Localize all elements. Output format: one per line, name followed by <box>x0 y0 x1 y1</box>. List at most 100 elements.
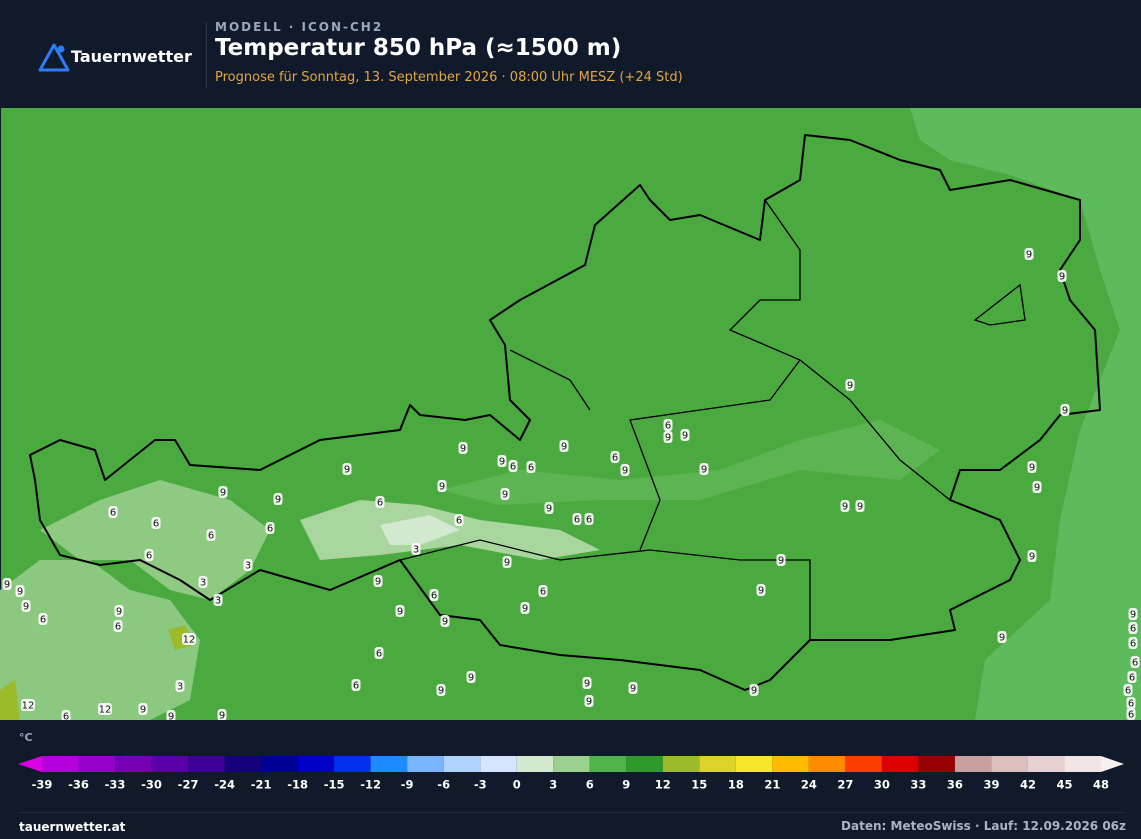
contour-label-bg <box>342 463 352 475</box>
contour-label: 6 <box>1129 673 1135 684</box>
contour-label: 6 <box>1128 710 1134 721</box>
contour-label: 9 <box>857 502 863 513</box>
colorbar-box <box>516 756 554 772</box>
contour-label-bg <box>855 500 865 512</box>
colorbar-tick-label: 27 <box>837 778 853 792</box>
colorbar-box <box>699 756 736 772</box>
contour-label-bg <box>840 500 850 512</box>
colorbar-box <box>151 756 189 772</box>
contour-label: 6 <box>1130 639 1136 650</box>
contour-label-bg <box>1060 404 1070 416</box>
contour-label-bg <box>21 699 35 711</box>
contour-label: 9 <box>275 495 281 506</box>
contour-label-bg <box>699 463 709 475</box>
contour-label: 3 <box>215 596 221 607</box>
contour-label: 9 <box>17 587 23 598</box>
contour-label-bg <box>206 529 216 541</box>
contour-label-bg <box>584 695 594 707</box>
contour-label-bg <box>538 585 548 597</box>
contour-label-bg <box>502 556 512 568</box>
contour-label: 9 <box>439 482 445 493</box>
contour-label: 9 <box>4 580 10 591</box>
contour-label: 9 <box>460 444 466 455</box>
contour-label: 6 <box>431 591 437 602</box>
footer-site[interactable]: tauernwetter.at <box>19 820 126 834</box>
contour-label: 6 <box>510 462 516 473</box>
colorbar-tick-label: 15 <box>691 778 707 792</box>
contour-label-bg <box>2 578 12 590</box>
contour-label: 6 <box>1128 699 1134 710</box>
contour-label: 9 <box>1130 610 1136 621</box>
contour-label-bg <box>845 379 855 391</box>
colorbar-box <box>808 756 846 772</box>
contour-label: 12 <box>183 635 196 646</box>
colorbar-box <box>224 756 262 772</box>
colorbar-box <box>772 756 809 772</box>
title: Temperatur 850 hPa (≈1500 m) <box>215 35 622 61</box>
colorbar-tick-label: 21 <box>764 778 780 792</box>
colorbar-tick-label: -30 <box>141 778 162 792</box>
contour-label-bg <box>98 703 112 715</box>
colorbar-tick-label: -3 <box>474 778 487 792</box>
contour-label-bg <box>182 633 196 645</box>
contour-label: 6 <box>115 622 121 633</box>
contour-label: 9 <box>630 684 636 695</box>
contour-label-bg <box>620 464 630 476</box>
contour-label-bg <box>21 600 31 612</box>
contour-label-bg <box>436 684 446 696</box>
colorbar-tick-label: -21 <box>251 778 272 792</box>
contour-label-bg <box>680 429 690 441</box>
colorbar-upper-arrow <box>1101 756 1124 772</box>
colorbar-tick-label: 39 <box>983 778 999 792</box>
colorbar-tick-label: -39 <box>32 778 53 792</box>
colorbar-box <box>443 756 481 772</box>
contour-label-bg <box>582 677 592 689</box>
colorbar-tick-label: 42 <box>1020 778 1036 792</box>
contour-label: 9 <box>584 679 590 690</box>
contour-label-bg <box>108 506 118 518</box>
contour-label-bg <box>508 460 518 472</box>
colorbar-box <box>918 756 955 772</box>
colorbar-tick-label: 24 <box>801 778 817 792</box>
contour-label: 9 <box>586 697 592 708</box>
contour-label-bg <box>395 605 405 617</box>
contour-label-bg <box>572 513 582 525</box>
contour-label: 6 <box>377 498 383 509</box>
contour-label-bg <box>663 431 673 443</box>
contour-label-bg <box>1128 608 1138 620</box>
contour-label-bg <box>243 559 253 571</box>
contour-label: 9 <box>622 466 628 477</box>
colorbar-tick-label: -24 <box>214 778 235 792</box>
separator <box>206 22 207 88</box>
colorbar-box <box>370 756 408 772</box>
contour-label: 6 <box>540 587 546 598</box>
contour-label-bg <box>1128 637 1138 649</box>
cool-area <box>0 560 200 720</box>
contour-label-bg <box>1127 671 1137 683</box>
contour-label: 6 <box>146 551 152 562</box>
contour-label-bg <box>1027 461 1037 473</box>
contour-label-bg <box>997 631 1007 643</box>
contour-label-bg <box>273 493 283 505</box>
brand[interactable]: Tauernwetter <box>71 47 192 66</box>
contour-label-bg <box>411 543 421 555</box>
legend-panel <box>0 720 1141 839</box>
colorbar-box <box>1027 756 1065 772</box>
contour-label: 9 <box>504 558 510 569</box>
colorbar-tick-label: 9 <box>622 778 630 792</box>
contour-label: 9 <box>344 465 350 476</box>
contour-label: 9 <box>561 442 567 453</box>
contour-label-bg <box>265 522 275 534</box>
contour-label-bg <box>217 709 227 721</box>
contour-label: 9 <box>168 712 174 723</box>
contour-label-bg <box>198 576 208 588</box>
colorbar-tick-label: 48 <box>1093 778 1109 792</box>
contour-label-bg <box>500 488 510 500</box>
contour-label: 9 <box>1059 272 1065 283</box>
contour-label: 6 <box>376 649 382 660</box>
contour-label-bg <box>1126 708 1136 720</box>
contour-label: 6 <box>574 515 580 526</box>
contour-label-bg <box>61 710 71 722</box>
contour-label: 9 <box>1029 552 1035 563</box>
